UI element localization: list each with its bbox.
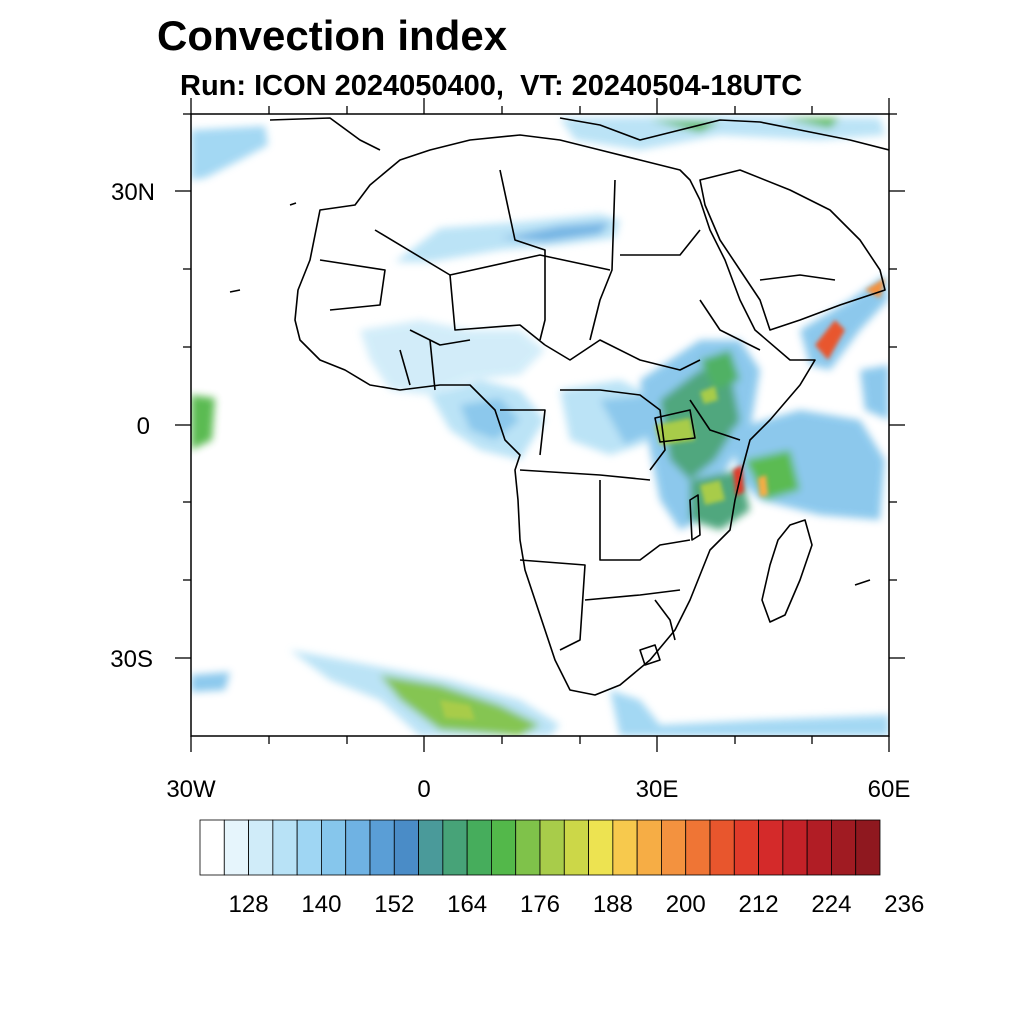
colorbar-swatch	[272, 819, 298, 876]
colorbar-tick-label: 236	[884, 891, 924, 918]
colorbar-swatch	[636, 819, 662, 876]
colorbar-swatch	[515, 819, 541, 876]
colorbar-swatch	[612, 819, 638, 876]
colorbar-tick-label: 128	[229, 891, 269, 918]
colorbar-swatch	[491, 819, 517, 876]
colorbar-swatch	[855, 819, 881, 876]
colorbar-tick-label: 188	[593, 891, 633, 918]
colorbar-swatch	[296, 819, 322, 876]
colorbar-tick-label: 224	[811, 891, 851, 918]
colorbar-tick-label: 176	[520, 891, 560, 918]
colorbar-swatch	[806, 819, 832, 876]
colorbar-tick-label: 140	[301, 891, 341, 918]
lat-label-30n: 30N	[111, 179, 155, 206]
colorbar-swatch	[563, 819, 589, 876]
colorbar-swatch	[369, 819, 395, 876]
colorbar-swatch	[758, 819, 784, 876]
chart-title: Convection index	[157, 12, 508, 59]
lon-label-30e: 30E	[636, 776, 679, 803]
colorbar-swatch	[539, 819, 565, 876]
lon-ticks	[190, 98, 890, 752]
lat-label-0: 0	[137, 413, 150, 440]
colorbar-swatch	[782, 819, 808, 876]
colorbar-swatch	[442, 819, 468, 876]
colorbar-swatch	[709, 819, 735, 876]
lon-label-30w: 30W	[166, 776, 216, 803]
lon-label-60e: 60E	[868, 776, 911, 803]
colorbar-swatch	[321, 819, 347, 876]
colorbar-swatch	[733, 819, 759, 876]
colorbar-swatch	[345, 819, 371, 876]
colorbar-labels: 128 140 152 164 176 188 200 212 224 236	[229, 891, 925, 918]
colorbar-swatch	[661, 819, 687, 876]
convection-field	[191, 116, 889, 736]
colorbar-tick-label: 200	[666, 891, 706, 918]
lat-label-30s: 30S	[110, 646, 153, 673]
lon-label-0: 0	[417, 776, 430, 803]
colorbar-tick-label: 152	[374, 891, 414, 918]
coastlines-and-borders	[229, 117, 889, 696]
colorbar-swatch	[588, 819, 614, 876]
colorbar-swatch	[831, 819, 857, 876]
colorbar-tick-label: 164	[447, 891, 487, 918]
chart-subtitle: Run: ICON 2024050400, VT: 20240504-18UTC	[180, 70, 803, 102]
colorbar-swatch	[466, 819, 492, 876]
lat-ticks	[175, 113, 905, 659]
colorbar-swatch	[223, 819, 249, 876]
colorbar-swatch	[418, 819, 444, 876]
colorbar-swatch	[685, 819, 711, 876]
colorbar-swatch	[199, 819, 225, 876]
colorbar-swatch	[393, 819, 419, 876]
colorbar-swatch	[248, 819, 274, 876]
colorbar	[199, 819, 881, 876]
colorbar-tick-label: 212	[739, 891, 779, 918]
